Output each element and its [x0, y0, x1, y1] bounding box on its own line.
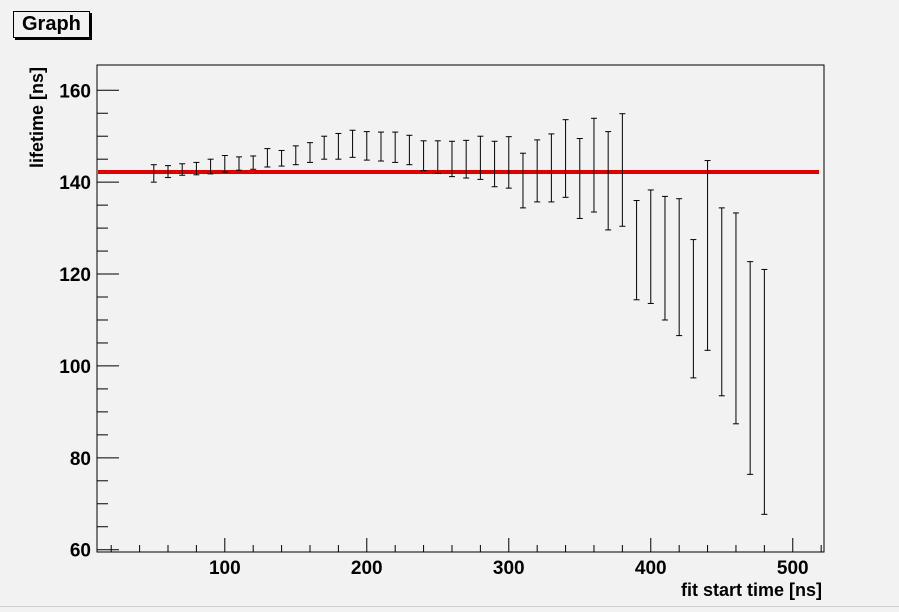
- tick-labels: 100 200 300 400 500 60 80 100 120 140 160: [59, 81, 808, 579]
- error-bar: [661, 195, 668, 321]
- error-bar: [633, 200, 640, 301]
- error-bar: [434, 140, 441, 174]
- error-bar: [179, 163, 186, 176]
- error-bar: [193, 161, 200, 176]
- error-bar: [278, 149, 285, 167]
- canvas-bottom-border: [0, 606, 899, 607]
- error-bar: [363, 131, 370, 161]
- plot-frame: [96, 64, 825, 553]
- x-tick-label: 300: [493, 558, 525, 579]
- y-tick-label: 100: [59, 357, 91, 378]
- error-bar: [377, 131, 384, 162]
- y-tick-label: 60: [70, 541, 91, 562]
- error-bar: [349, 129, 356, 158]
- error-bar: [704, 160, 711, 351]
- error-bar: [590, 117, 597, 213]
- error-bar: [491, 140, 498, 188]
- error-bar: [747, 261, 754, 475]
- error-bar: [321, 135, 328, 160]
- x-tick-label: 500: [777, 558, 809, 579]
- y-tick-label: 120: [59, 265, 91, 286]
- error-bar: [150, 164, 157, 183]
- error-bar: [761, 268, 768, 515]
- error-bar: [164, 165, 171, 179]
- x-tick-label: 200: [351, 558, 383, 579]
- graph-title-box: Graph: [13, 11, 90, 38]
- error-bar: [619, 113, 626, 227]
- error-bar: [647, 189, 654, 304]
- error-bar: [292, 145, 299, 166]
- error-bar: [335, 132, 342, 160]
- x-tick-label: 100: [209, 558, 241, 579]
- error-bar: [548, 133, 555, 203]
- error-bar: [562, 119, 569, 198]
- error-bar: [448, 140, 455, 178]
- error-bar: [534, 139, 541, 203]
- error-bar: [406, 134, 413, 166]
- error-bar: [477, 135, 484, 180]
- error-bar: [221, 155, 228, 173]
- error-bar: [392, 131, 399, 163]
- error-bar: [505, 136, 512, 189]
- x-tick-label: 400: [635, 558, 667, 579]
- error-bar: [690, 239, 697, 379]
- y-tick-label: 140: [59, 173, 91, 194]
- error-bar: [576, 138, 583, 219]
- y-tick-label: 80: [70, 449, 91, 470]
- error-bar: [519, 152, 526, 209]
- error-bar: [207, 158, 214, 175]
- errorbar-layer: [150, 113, 768, 515]
- error-bar: [718, 207, 725, 397]
- graph-title: Graph: [22, 13, 81, 35]
- axis-ticks: [97, 89, 822, 552]
- y-axis-label: lifetime [ns]: [27, 67, 47, 168]
- error-bar: [264, 148, 271, 168]
- error-bar: [306, 142, 313, 163]
- x-axis-label: fit start time [ns]: [681, 580, 822, 600]
- error-bar: [235, 156, 242, 171]
- y-tick-label: 160: [59, 81, 91, 102]
- error-bar: [250, 155, 257, 170]
- error-bar: [605, 131, 612, 231]
- error-bar: [732, 212, 739, 425]
- error-bar: [463, 139, 470, 179]
- error-bar: [420, 140, 427, 172]
- error-bar: [676, 198, 683, 337]
